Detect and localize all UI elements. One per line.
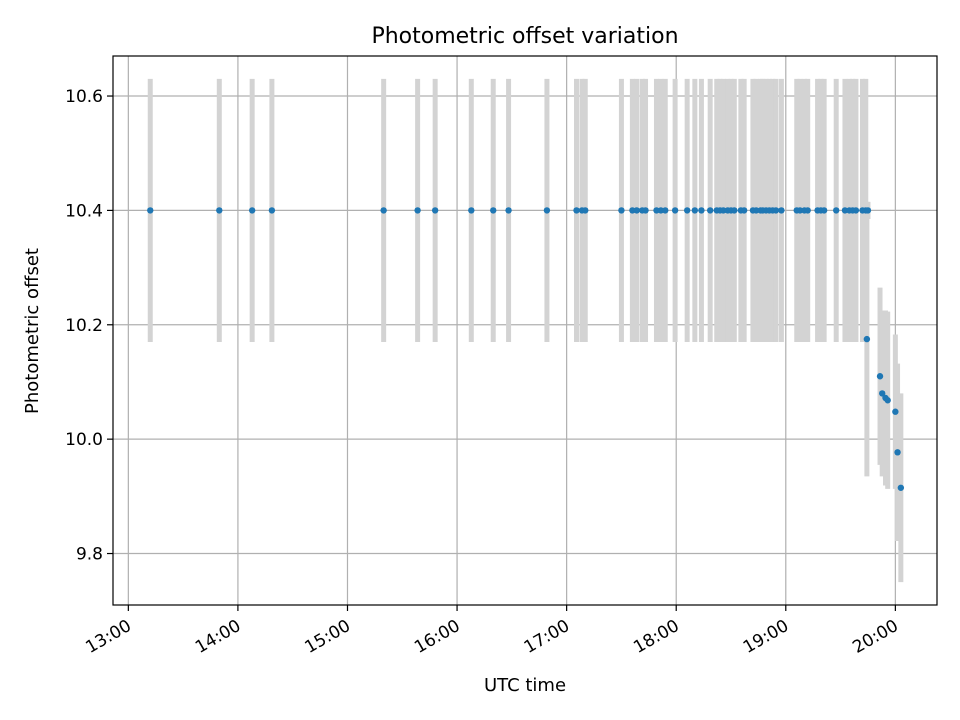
x-tick-label: 16:00 bbox=[411, 616, 463, 658]
data-point bbox=[772, 207, 780, 214]
data-point bbox=[683, 207, 691, 214]
data-point bbox=[863, 335, 871, 343]
point-layer bbox=[147, 207, 905, 491]
y-axis-label: Photometric offset bbox=[22, 248, 43, 414]
data-point bbox=[894, 449, 901, 456]
data-point bbox=[662, 207, 669, 214]
data-point bbox=[431, 207, 439, 214]
data-point bbox=[864, 207, 872, 214]
data-point bbox=[573, 207, 580, 214]
data-point bbox=[268, 207, 276, 214]
errorbar-layer bbox=[147, 78, 904, 583]
x-tick-label: 14:00 bbox=[192, 616, 244, 658]
data-point bbox=[248, 207, 256, 214]
data-point bbox=[778, 207, 785, 214]
data-point bbox=[852, 207, 860, 214]
data-point bbox=[897, 484, 905, 491]
data-point bbox=[876, 373, 884, 380]
data-point bbox=[414, 207, 421, 214]
data-point bbox=[892, 408, 899, 415]
chart-title: Photometric offset variation bbox=[371, 24, 678, 49]
data-point bbox=[884, 397, 891, 404]
data-point bbox=[731, 207, 738, 214]
data-point bbox=[505, 207, 512, 214]
data-point bbox=[468, 207, 475, 214]
data-point bbox=[618, 207, 625, 214]
y-tick-label: 9.8 bbox=[76, 545, 103, 565]
y-tick-label: 10.4 bbox=[65, 201, 103, 221]
data-point bbox=[380, 207, 387, 214]
data-point bbox=[216, 207, 223, 214]
y-tick-label: 10.2 bbox=[65, 316, 103, 336]
data-point bbox=[490, 207, 497, 214]
x-axis-label: UTC time bbox=[484, 675, 566, 696]
data-point bbox=[698, 207, 705, 214]
data-point bbox=[671, 207, 679, 214]
x-tick-label: 18:00 bbox=[630, 616, 682, 658]
data-point bbox=[720, 207, 727, 214]
data-point bbox=[691, 207, 699, 214]
data-point bbox=[582, 207, 589, 214]
data-point bbox=[642, 207, 649, 214]
plot-frame bbox=[112, 55, 938, 606]
data-point bbox=[653, 207, 660, 214]
data-point bbox=[820, 207, 828, 214]
x-tick-label: 19:00 bbox=[740, 616, 792, 658]
y-tick-label: 10.0 bbox=[65, 430, 103, 450]
data-point bbox=[543, 207, 551, 214]
y-tick-label: 10.6 bbox=[65, 87, 103, 107]
data-point bbox=[804, 207, 811, 214]
x-tick-label: 13:00 bbox=[82, 616, 134, 658]
x-tick-label: 17:00 bbox=[521, 616, 573, 658]
data-point bbox=[753, 207, 760, 214]
data-point bbox=[633, 207, 640, 214]
data-point bbox=[657, 207, 665, 214]
y-axis: 9.8 10.0 10.2 10.4 10.6 bbox=[65, 87, 113, 565]
grid-layer bbox=[113, 56, 937, 605]
x-tick-label: 20:00 bbox=[849, 616, 901, 658]
data-point bbox=[841, 207, 849, 214]
data-point bbox=[796, 207, 804, 214]
data-point bbox=[879, 390, 886, 397]
data-point bbox=[629, 207, 636, 214]
x-tick-label: 15:00 bbox=[302, 616, 354, 658]
data-point bbox=[706, 207, 714, 214]
data-point bbox=[740, 207, 748, 214]
data-point bbox=[832, 207, 840, 214]
x-axis: 13:00 14:00 15:00 16:00 17:00 18:00 19:00 20:00 bbox=[82, 605, 902, 658]
data-point bbox=[147, 207, 154, 214]
